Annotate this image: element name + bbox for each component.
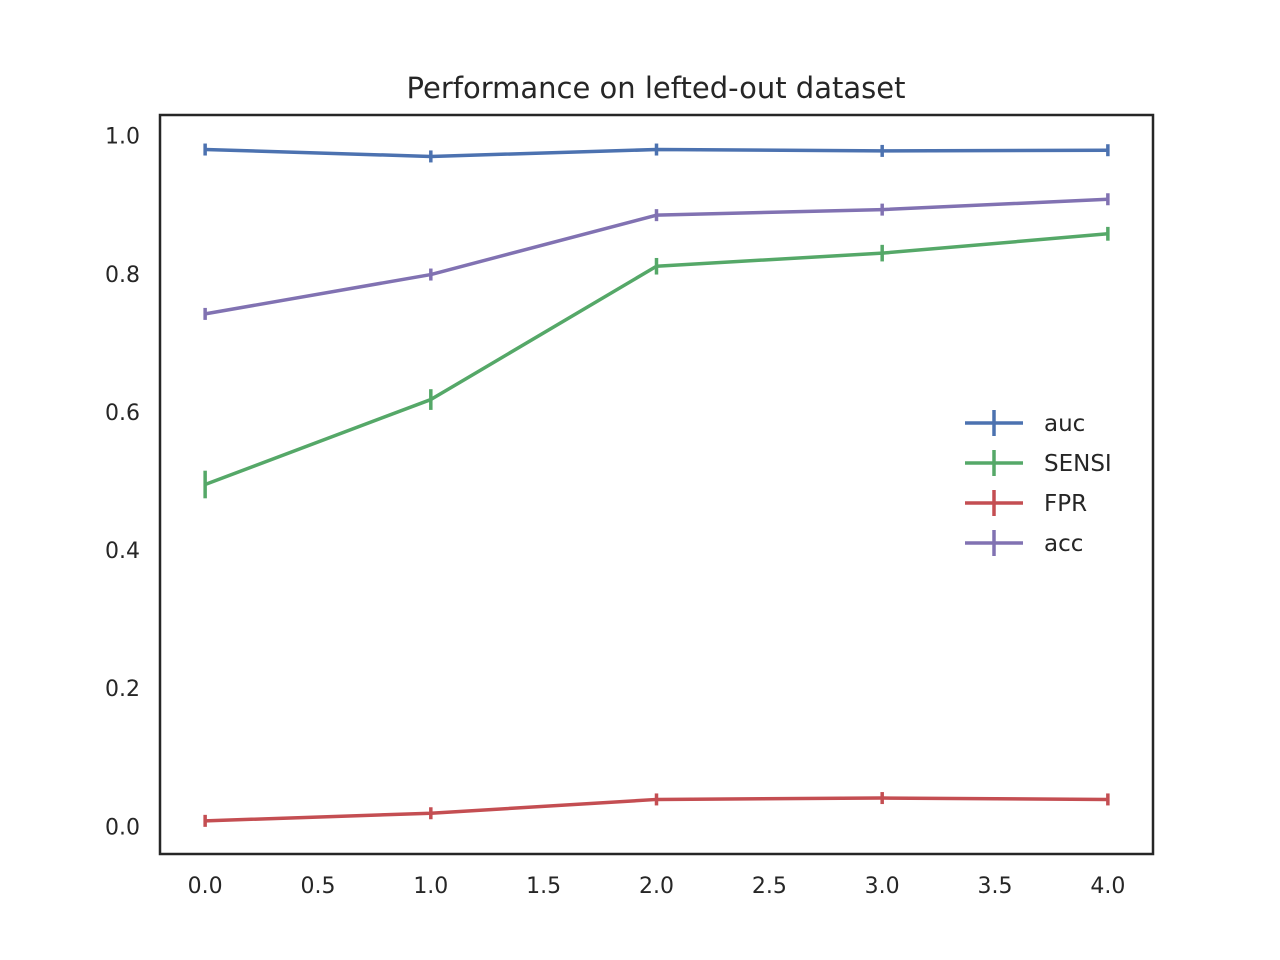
y-tick-label: 1.0 [105,125,140,150]
legend-label: auc [1044,411,1085,437]
x-tick-label: 3.0 [865,874,900,899]
y-tick-label: 0.4 [105,539,140,564]
x-tick-label: 1.0 [413,874,448,899]
legend-item-sensi: SENSI [965,450,1112,477]
y-tick-label: 0.0 [105,815,140,840]
tick-layer: 0.0 0.5 1.0 1.5 2.0 2.5 3.0 3.5 4.0 0.0 0.2 0.4 0.6 0… [105,125,1125,899]
x-tick-label: 2.0 [639,874,674,899]
x-tick-label: 0.0 [188,874,223,899]
legend-item-auc: auc [965,410,1085,437]
legend-item-acc: acc [965,530,1083,557]
legend-label: FPR [1044,491,1087,517]
legend-item-fpr: FPR [965,490,1087,517]
chart-title: Performance on lefted-out dataset [407,71,906,105]
legend-label: acc [1044,531,1083,557]
x-tick-label: 0.5 [300,874,335,899]
y-tick-label: 0.6 [105,401,140,426]
x-tick-label: 2.5 [752,874,787,899]
plot-frame [158,113,1155,856]
series-acc [203,193,1110,320]
series-fpr [203,792,1110,827]
x-tick-label: 4.0 [1090,874,1125,899]
y-tick-label: 0.2 [105,677,140,702]
series-auc [203,143,1110,163]
series-sensi [203,226,1110,499]
y-tick-label: 0.8 [105,263,140,288]
series-layer [203,143,1110,827]
x-tick-label: 3.5 [978,874,1013,899]
legend: auc SENSI FPR acc [965,410,1112,557]
legend-label: SENSI [1044,451,1112,477]
x-tick-label: 1.5 [526,874,561,899]
